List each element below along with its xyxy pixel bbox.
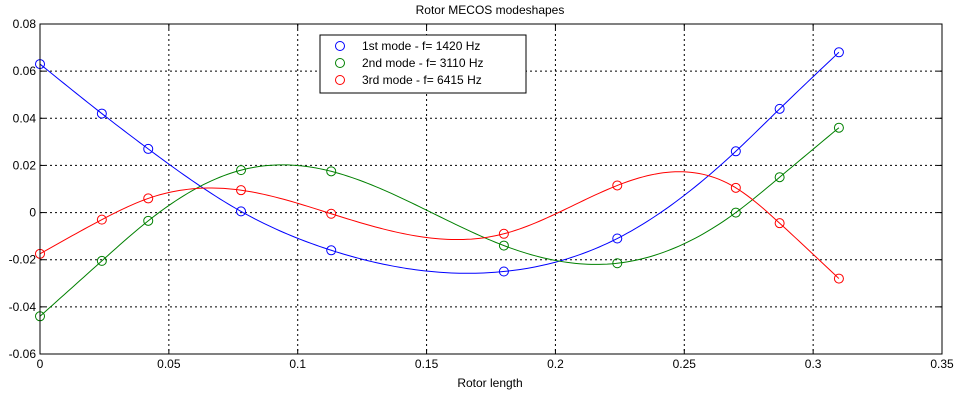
x-axis-label: Rotor length bbox=[457, 376, 522, 390]
axes-layer bbox=[39, 23, 943, 355]
series-3-point bbox=[730, 182, 741, 193]
series-2-point bbox=[833, 122, 844, 133]
series-2-point bbox=[612, 258, 623, 269]
legend-label-3: 3rd mode - f= 6415 Hz bbox=[362, 73, 482, 87]
series-1-point bbox=[833, 47, 844, 58]
x-tick-label: 0.15 bbox=[415, 357, 439, 371]
legend-box bbox=[319, 34, 527, 94]
x-tick-label: 0.25 bbox=[673, 357, 697, 371]
series-2-point bbox=[326, 166, 337, 177]
series-1-point bbox=[236, 206, 247, 217]
y-tick-label: -0.04 bbox=[9, 300, 37, 314]
series-2-point bbox=[498, 240, 509, 251]
series-1-point bbox=[326, 245, 337, 256]
y-tick-label: 0.04 bbox=[13, 111, 37, 125]
series-line-3 bbox=[39, 171, 840, 279]
y-tick-label: -0.02 bbox=[9, 253, 37, 267]
series-3-point bbox=[833, 273, 844, 284]
y-tick-label: 0.08 bbox=[13, 17, 37, 31]
y-tick-label: 0 bbox=[29, 206, 36, 220]
series-2-point bbox=[236, 165, 247, 176]
grid-layer bbox=[40, 24, 942, 354]
series-2-point bbox=[96, 255, 107, 266]
series-3-point bbox=[96, 214, 107, 225]
legend-label-2: 2nd mode - f= 3110 Hz bbox=[362, 56, 484, 70]
series-1-point bbox=[143, 143, 154, 154]
legend: 1st mode - f= 1420 Hz 2nd mode - f= 3110 … bbox=[319, 34, 527, 94]
x-tick-label: 0 bbox=[37, 357, 44, 371]
series-3-point bbox=[612, 180, 623, 191]
x-tick-label: 0.2 bbox=[547, 357, 564, 371]
y-tick-label: 0.06 bbox=[13, 64, 37, 78]
series-2-point bbox=[730, 207, 741, 218]
series-1-point bbox=[730, 146, 741, 157]
legend-marker-2 bbox=[335, 58, 345, 68]
series-1-point bbox=[498, 266, 509, 277]
series-3-point bbox=[498, 228, 509, 239]
x-tick-label: 0.35 bbox=[930, 357, 954, 371]
legend-marker-1 bbox=[335, 41, 345, 51]
series-line-1 bbox=[39, 51, 840, 274]
chart-title: Rotor MECOS modeshapes bbox=[416, 3, 565, 17]
series-3-point bbox=[236, 185, 247, 196]
series-3-point bbox=[774, 218, 785, 229]
series-1-point bbox=[96, 108, 107, 119]
x-tick-label: 0.3 bbox=[805, 357, 822, 371]
series-1-point bbox=[774, 103, 785, 114]
series-3-point bbox=[326, 208, 337, 219]
series-layer bbox=[35, 47, 844, 322]
y-tick-label: 0.02 bbox=[13, 158, 37, 172]
series-2-point bbox=[143, 215, 154, 226]
x-tick-label: 0.1 bbox=[289, 357, 306, 371]
series-2-point bbox=[774, 172, 785, 183]
legend-marker-3 bbox=[335, 75, 345, 85]
series-3-point bbox=[143, 193, 154, 204]
tick-layer: 0 0.05 0.1 0.15 0.2 0.25 0.3 0.35 -0.06 -0.04 -0.0… bbox=[9, 17, 954, 371]
series-line-2 bbox=[39, 127, 840, 317]
series-1-point bbox=[612, 233, 623, 244]
y-tick-label: -0.06 bbox=[9, 347, 37, 361]
plot-frame bbox=[39, 23, 943, 355]
legend-label-1: 1st mode - f= 1420 Hz bbox=[362, 39, 480, 53]
x-tick-label: 0.05 bbox=[157, 357, 181, 371]
